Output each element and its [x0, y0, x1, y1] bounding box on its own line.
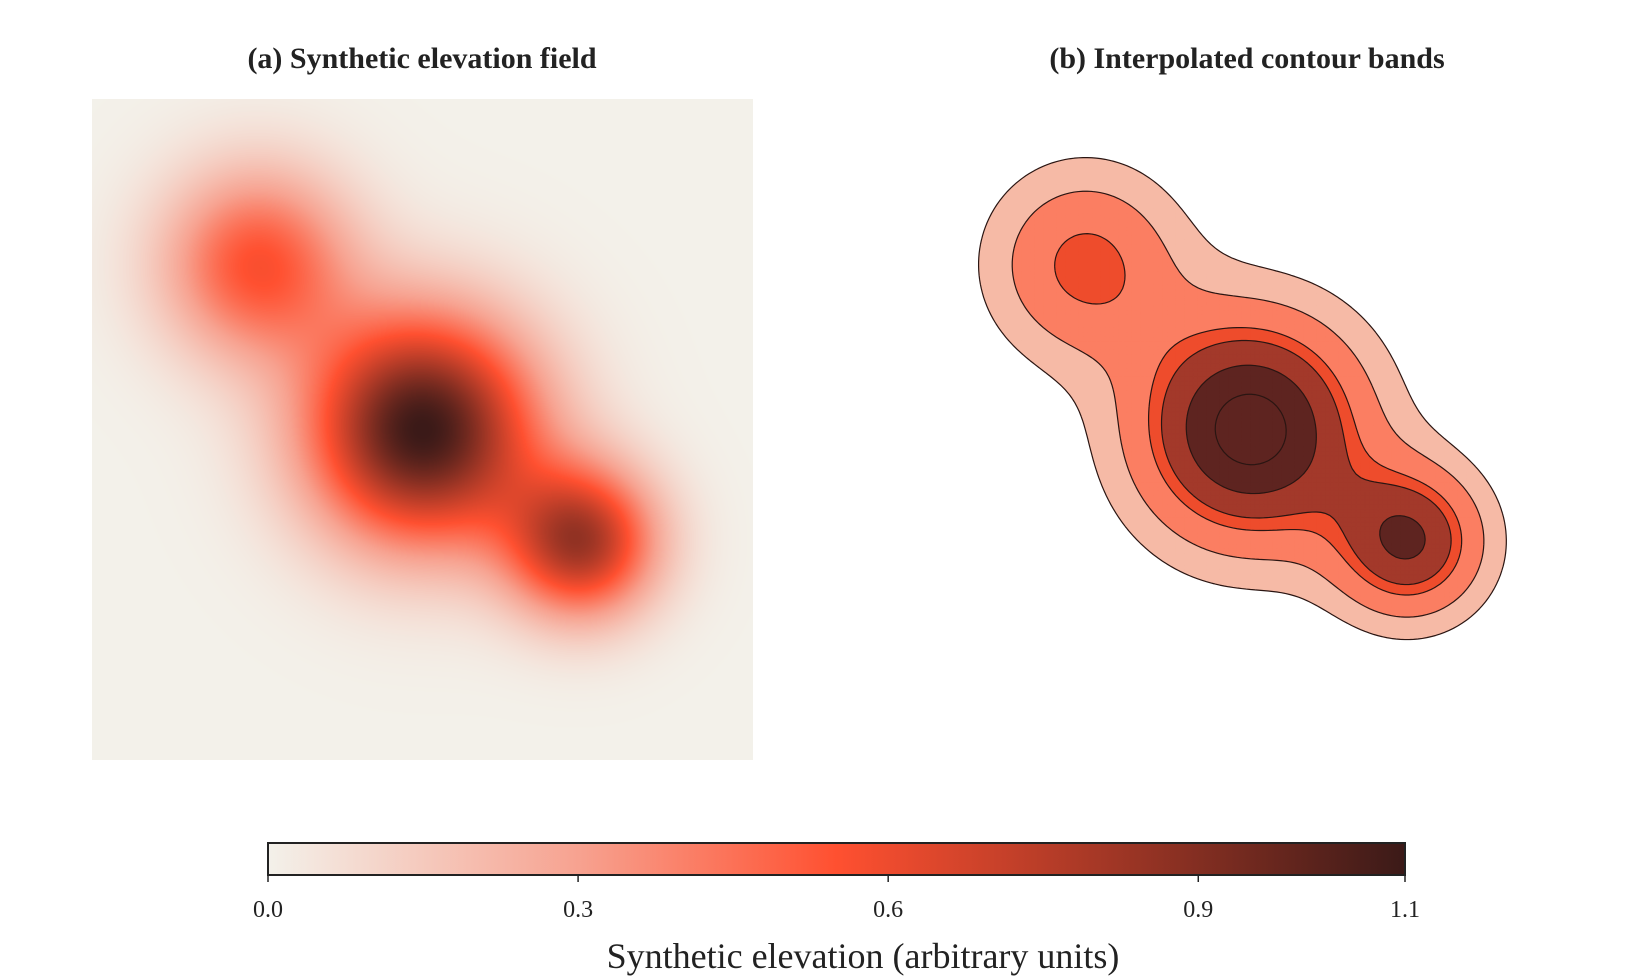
contour-line-5 — [1214, 393, 1287, 466]
colorbar — [267, 842, 1406, 876]
contour-band-5 — [1214, 393, 1287, 466]
colorbar-tick-label-0: 0.0 — [253, 897, 283, 923]
contour-line-2 — [1054, 233, 1463, 596]
colorbar-label: Synthetic elevation (arbitrary units) — [606, 936, 1120, 976]
colorbar-tick-label-4: 1.1 — [1390, 897, 1420, 923]
colorbar-tick-label-2: 0.6 — [873, 897, 904, 923]
panel-b-title: (b) Interpolated contour bands — [1049, 42, 1445, 75]
contour-line-0 — [977, 156, 1507, 641]
contour-line-1 — [1011, 190, 1485, 618]
elevation-heatmap — [92, 99, 753, 760]
contour-line-3 — [1160, 339, 1452, 586]
colorbar-ticks — [267, 875, 1406, 882]
panel-a-title: (a) Synthetic elevation field — [247, 42, 597, 75]
contour-bands — [977, 156, 1507, 641]
colorbar-tick-label-1: 0.3 — [563, 897, 594, 923]
colorbar-tick-label-3: 0.9 — [1183, 897, 1214, 923]
contour-line-4 — [1185, 364, 1426, 560]
